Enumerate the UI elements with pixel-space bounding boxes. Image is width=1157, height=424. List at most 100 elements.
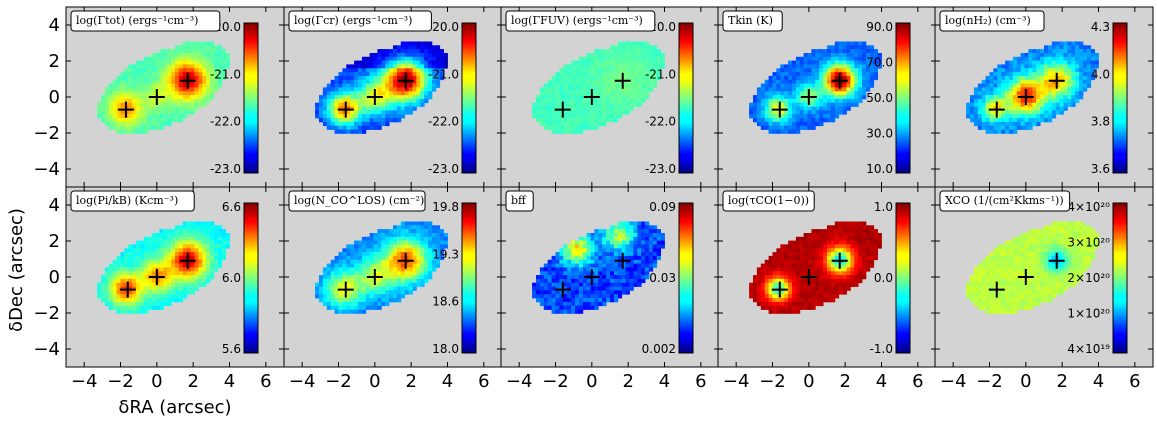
heatmap-cell bbox=[381, 248, 386, 253]
heatmap-cell bbox=[202, 278, 207, 284]
heatmap-cell bbox=[819, 91, 824, 96]
heatmap-cell bbox=[202, 259, 207, 264]
heatmap-cell bbox=[163, 114, 168, 119]
heatmap-cell bbox=[594, 72, 599, 77]
heatmap-cell bbox=[1009, 114, 1014, 119]
heatmap-cell bbox=[178, 110, 184, 115]
heatmap-cell bbox=[104, 102, 110, 107]
heatmap-cell bbox=[1009, 79, 1014, 84]
heatmap-cell bbox=[559, 72, 564, 77]
heatmap-cell bbox=[151, 278, 156, 284]
heatmap-cell bbox=[815, 72, 820, 77]
heatmap-cell bbox=[772, 72, 777, 77]
heatmap-cell bbox=[854, 72, 859, 77]
heatmap-cell bbox=[865, 49, 871, 54]
heatmap-cell bbox=[151, 294, 156, 299]
heatmap-cell bbox=[342, 83, 347, 88]
heatmap-cell bbox=[819, 56, 824, 61]
heatmap-cell bbox=[997, 68, 1002, 73]
heatmap-cell bbox=[563, 79, 568, 84]
heatmap-cell bbox=[178, 79, 184, 84]
heatmap-cell bbox=[389, 118, 394, 123]
heatmap-cell bbox=[350, 91, 355, 96]
heatmap-cell bbox=[641, 267, 646, 272]
heatmap-cell bbox=[981, 102, 986, 107]
heatmap-cell bbox=[582, 118, 588, 123]
heatmap-cell bbox=[768, 95, 773, 100]
heatmap-cell bbox=[1016, 83, 1022, 88]
heatmap-cell bbox=[602, 79, 607, 84]
heatmap-cell bbox=[830, 91, 836, 96]
heatmap-cell bbox=[819, 121, 824, 127]
heatmap-cell bbox=[993, 102, 998, 107]
heatmap-cell bbox=[1059, 68, 1064, 73]
heatmap-cell bbox=[213, 236, 219, 241]
heatmap-cell bbox=[358, 98, 363, 104]
heatmap-cell bbox=[586, 79, 591, 84]
heatmap-cell bbox=[136, 259, 141, 264]
heatmap-cell bbox=[846, 49, 851, 54]
heatmap-cell bbox=[346, 72, 351, 77]
heatmap-cell bbox=[846, 53, 851, 58]
heatmap-cell bbox=[539, 114, 545, 119]
heatmap-cell bbox=[1075, 83, 1080, 88]
heatmap-cell bbox=[555, 114, 560, 119]
heatmap-cell bbox=[132, 91, 137, 96]
heatmap-cell bbox=[652, 75, 658, 81]
heatmap-cell bbox=[385, 286, 390, 291]
heatmap-cell bbox=[582, 282, 588, 287]
heatmap-cell bbox=[846, 233, 851, 238]
heatmap-cell bbox=[396, 248, 402, 253]
heatmap-cell bbox=[543, 121, 549, 127]
heatmap-cell bbox=[970, 110, 975, 115]
heatmap-cell bbox=[760, 91, 766, 96]
heatmap-cell bbox=[393, 79, 398, 84]
heatmap-cell bbox=[190, 53, 195, 58]
heatmap-cell bbox=[342, 309, 347, 314]
heatmap-cell bbox=[1082, 75, 1088, 81]
heatmap-cell bbox=[1063, 91, 1068, 96]
heatmap-cell bbox=[369, 255, 374, 261]
heatmap-cell bbox=[830, 72, 836, 77]
heatmap-cell bbox=[563, 75, 568, 81]
heatmap-cell bbox=[811, 121, 816, 127]
heatmap-cell bbox=[877, 236, 882, 241]
heatmap-cell bbox=[381, 60, 386, 65]
heatmap-cell bbox=[575, 75, 580, 81]
heatmap-cell bbox=[171, 233, 176, 238]
heatmap-cell bbox=[807, 68, 812, 73]
heatmap-cell bbox=[846, 41, 851, 46]
heatmap-cell bbox=[559, 114, 564, 119]
heatmap-cell bbox=[210, 252, 215, 257]
heatmap-cell bbox=[396, 49, 402, 54]
heatmap-cell bbox=[571, 91, 576, 96]
heatmap-cell bbox=[206, 56, 211, 61]
heatmap-cell bbox=[151, 68, 156, 73]
heatmap-cell bbox=[175, 225, 180, 230]
heatmap-cell bbox=[830, 106, 836, 111]
heatmap-cell bbox=[625, 98, 630, 104]
heatmap-cell bbox=[342, 114, 347, 119]
heatmap-cell bbox=[578, 75, 584, 81]
heatmap-cell bbox=[1047, 83, 1053, 88]
heatmap-cell bbox=[400, 68, 406, 73]
heatmap-cell bbox=[582, 252, 588, 257]
heatmap-cell bbox=[807, 125, 812, 130]
heatmap-cell bbox=[190, 267, 195, 272]
heatmap-cell bbox=[1055, 60, 1060, 65]
heatmap-cell bbox=[342, 305, 347, 310]
heatmap-cell bbox=[973, 110, 979, 115]
heatmap-cell bbox=[1032, 64, 1037, 69]
heatmap-cell bbox=[132, 259, 137, 264]
heatmap-cell bbox=[151, 263, 156, 268]
heatmap-cell bbox=[784, 275, 789, 280]
heatmap-cell bbox=[326, 298, 332, 303]
heatmap-cell bbox=[389, 252, 394, 257]
heatmap-cell bbox=[559, 255, 564, 261]
heatmap-cell bbox=[369, 118, 374, 123]
heatmap-cell bbox=[338, 110, 343, 115]
heatmap-cell bbox=[155, 79, 160, 84]
heatmap-cell bbox=[637, 221, 642, 226]
heatmap-cell bbox=[784, 125, 789, 130]
heatmap-cell bbox=[104, 290, 110, 295]
